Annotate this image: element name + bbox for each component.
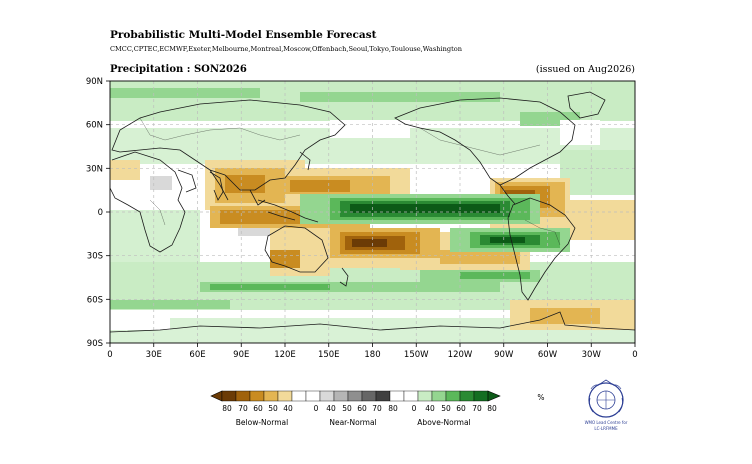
swatch-below-80 <box>221 390 237 402</box>
legend-values: 80 70 60 50 40 0 40 50 60 70 80 0 40 50 … <box>222 393 544 413</box>
longitude-labels: 0 30E 60E 90E 120E 150E 180 150W 120W 90… <box>107 350 637 360</box>
lat-label: 90N <box>86 77 103 87</box>
swatch-near-0 <box>305 390 321 402</box>
legend-value: 60 <box>357 404 367 413</box>
lat-label: 60N <box>86 121 103 131</box>
lon-label: 60E <box>189 350 205 360</box>
swatch-above-0b <box>403 390 419 402</box>
swatch-below-60 <box>249 390 265 402</box>
swatch-below-50 <box>263 390 279 402</box>
lon-label: 120W <box>448 350 473 360</box>
contributing-centres: CMCC,CPTEC,ECMWF,Exeter,Melbourne,Montre… <box>110 45 462 53</box>
wmo-text-line2: LC-LRFMME <box>594 426 618 431</box>
swatch-below-70 <box>235 390 251 402</box>
legend-group-near: Near-Normal <box>329 418 376 427</box>
lon-label: 150W <box>404 350 429 360</box>
probability-field <box>110 81 635 343</box>
lon-label: 0 <box>632 350 637 360</box>
wmo-text-line1: WMO Lead Centre for <box>585 420 628 425</box>
issue-date: (issued on Aug2026) <box>535 64 635 75</box>
legend-value: 60 <box>253 404 263 413</box>
lon-label: 30W <box>582 350 602 360</box>
legend-value: 40 <box>326 404 336 413</box>
axis-ticks <box>106 80 636 347</box>
lat-label: 90S <box>87 339 103 349</box>
swatch-near-60 <box>347 390 363 402</box>
lon-label: 60W <box>538 350 558 360</box>
lon-label: 0 <box>107 350 112 360</box>
legend-group-below: Below-Normal <box>236 418 288 427</box>
swatch-above-60 <box>445 390 461 402</box>
latitude-labels: 90N 60N 30N 0 30S 60S 90S <box>86 77 103 349</box>
legend-value: 70 <box>372 404 382 413</box>
legend-value: 70 <box>238 404 248 413</box>
lon-label: 90E <box>233 350 249 360</box>
lat-label: 60S <box>87 295 103 305</box>
lon-label: 150E <box>318 350 340 360</box>
legend-value: 60 <box>456 404 466 413</box>
lon-label: 180 <box>364 350 380 360</box>
legend-value: 40 <box>425 404 435 413</box>
legend-value: 50 <box>441 404 451 413</box>
legend-group-above: Above-Normal <box>417 418 470 427</box>
swatch-near-80 <box>375 390 391 402</box>
lon-label: 30E <box>146 350 162 360</box>
legend-value: 40 <box>283 404 293 413</box>
lon-label: 90W <box>494 350 514 360</box>
variable-season-label: Precipitation : SON2026 <box>110 64 247 75</box>
lon-label: 120E <box>274 350 296 360</box>
wmo-logo: WMO Lead Centre for LC-LRFMME <box>585 379 628 431</box>
legend-value: 0 <box>314 404 319 413</box>
swatch-above-80 <box>473 390 489 402</box>
legend-unit: % <box>537 393 544 402</box>
chart-title: Probabilistic Multi-Model Ensemble Forec… <box>110 29 377 41</box>
lat-label: 0 <box>98 208 103 218</box>
lat-label: 30S <box>87 252 103 262</box>
swatch-near-40 <box>319 390 335 402</box>
swatch-above-50 <box>431 390 447 402</box>
lat-label: 30N <box>86 164 103 174</box>
above-extend-arrow <box>487 390 501 402</box>
legend-value: 80 <box>388 404 398 413</box>
below-extend-arrow <box>210 390 223 402</box>
swatch-near-50 <box>333 390 349 402</box>
legend-value: 0 <box>412 404 417 413</box>
legend-value: 80 <box>222 404 232 413</box>
swatch-above-70 <box>459 390 475 402</box>
swatch-above-0 <box>389 390 405 402</box>
coastlines <box>110 91 635 333</box>
legend-groups: Below-Normal Near-Normal Above-Normal <box>236 418 471 427</box>
swatch-below-0 <box>291 390 307 402</box>
legend-value: 70 <box>472 404 482 413</box>
legend-value: 50 <box>342 404 352 413</box>
legend-colorbar <box>210 390 501 402</box>
legend-value: 50 <box>268 404 278 413</box>
swatch-below-40 <box>277 390 293 402</box>
swatch-above-40 <box>417 390 433 402</box>
legend-value: 80 <box>487 404 497 413</box>
swatch-near-70 <box>361 390 377 402</box>
